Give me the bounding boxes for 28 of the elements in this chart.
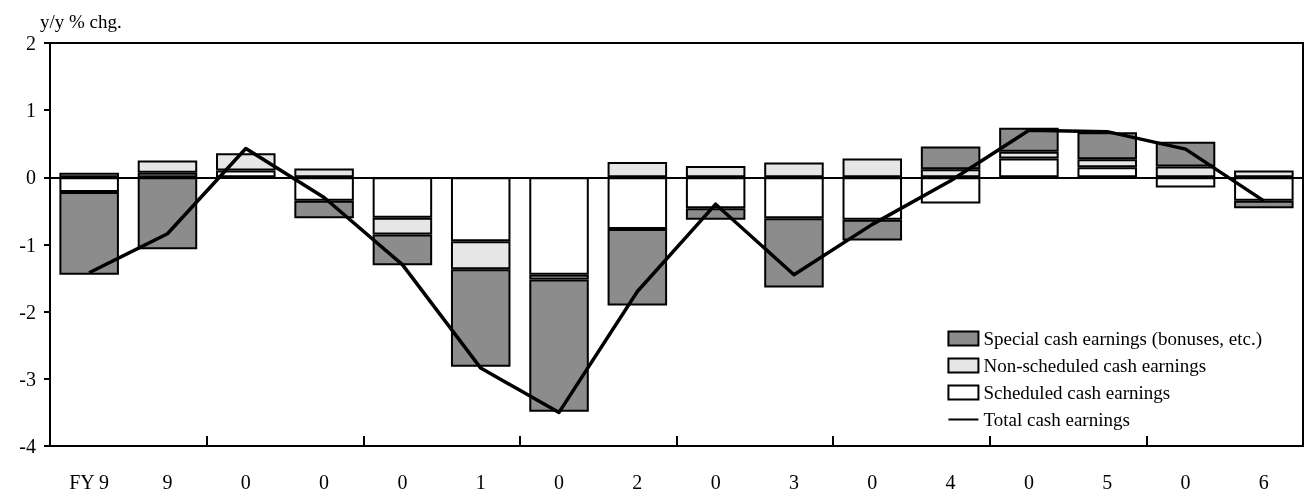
x-tick-label: 0 [240, 471, 251, 493]
y-tick-label: -2 [19, 300, 36, 323]
y-tick-label: -4 [19, 435, 36, 457]
legend-label: Total cash earnings [983, 409, 1130, 430]
x-tick-label: 5 [1102, 471, 1113, 493]
x-tick-label: 0 [710, 471, 721, 493]
x-tick-label: 0 [397, 471, 408, 493]
y-tick-label: -1 [19, 233, 36, 256]
legend-label: Scheduled cash earnings [983, 382, 1171, 403]
x-tick-label: 2 [632, 471, 643, 493]
x-tick-label: 0 [554, 471, 565, 493]
x-tick-label: 0 [1023, 471, 1034, 493]
y-tick-label: 0 [26, 166, 36, 189]
x-tick-label: 0 [1180, 471, 1191, 493]
x-tick-label: 6 [1258, 471, 1269, 493]
x-tick-label: 9 [162, 471, 173, 493]
y-tick-label: -3 [19, 367, 36, 390]
legend-label: Non-scheduled cash earnings [983, 355, 1207, 376]
x-tick-label: 0 [319, 471, 330, 493]
x-tick-label: 0 [867, 471, 878, 493]
x-tick-label: FY 9 [69, 471, 110, 493]
legend-label: Special cash earnings (bonuses, etc.) [983, 328, 1263, 350]
x-tick-label: 1 [475, 471, 486, 493]
x-tick-label: 3 [788, 471, 799, 493]
y-tick-label: 2 [26, 32, 36, 54]
x-tick-label: 4 [945, 471, 956, 493]
y-tick-label: 1 [26, 99, 36, 122]
y-axis-title: y/y % chg. [40, 11, 122, 32]
